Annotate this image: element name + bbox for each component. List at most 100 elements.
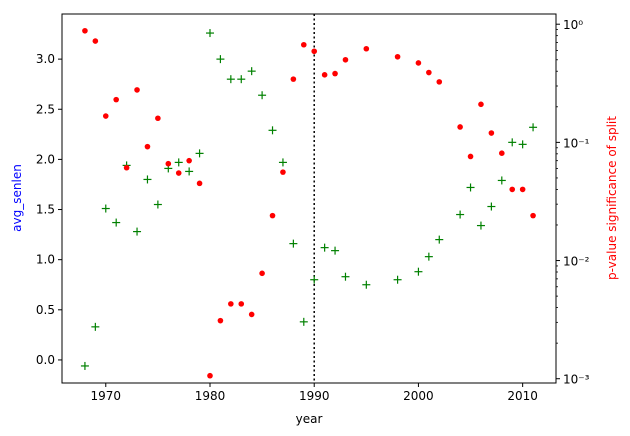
- avg-senlen-point: [310, 275, 319, 284]
- p-value-point: [499, 150, 505, 156]
- avg-senlen-point: [268, 126, 277, 135]
- p-value-point: [478, 101, 484, 108]
- avg-senlen-point: [487, 202, 496, 211]
- avg-senlen-point: [518, 140, 527, 149]
- p-value-point: [280, 169, 286, 175]
- p-value-point: [196, 180, 203, 187]
- p-value-point: [113, 96, 119, 103]
- p-value-point: [92, 38, 99, 44]
- left-y-tick-label: 2.5: [36, 102, 55, 116]
- avg-senlen-point: [289, 239, 298, 248]
- avg-senlen-point: [393, 275, 402, 284]
- avg-senlen-point: [143, 175, 152, 184]
- avg-senlen-point: [185, 167, 194, 176]
- avg-senlen-point: [174, 158, 183, 167]
- p-value-point: [457, 124, 463, 130]
- avg-senlen-point: [91, 322, 100, 331]
- left-y-tick-label: 0.5: [36, 303, 55, 317]
- p-value-point: [467, 153, 474, 160]
- p-value-point: [144, 143, 151, 150]
- avg-senlen-point: [414, 267, 423, 276]
- avg-senlen-point: [247, 67, 256, 76]
- p-value-point: [155, 115, 161, 122]
- x-tick-label: 1970: [90, 389, 121, 403]
- p-value-point: [102, 113, 109, 119]
- avg-senlen-point: [216, 55, 225, 64]
- p-value-point: [123, 164, 130, 171]
- p-value-point: [186, 157, 192, 164]
- plot-frame: [61, 13, 557, 384]
- p-value-point: [82, 27, 88, 34]
- p-value-point: [165, 160, 172, 167]
- x-tick-label: 1980: [195, 389, 226, 403]
- right-y-tick-label: 10⁰: [563, 18, 583, 32]
- p-value-point: [415, 60, 422, 66]
- p-value-point: [426, 69, 432, 76]
- p-value-point: [488, 130, 495, 136]
- x-tick-label: 2010: [507, 389, 538, 403]
- p-value-point: [509, 186, 516, 193]
- p-value-point: [207, 372, 213, 379]
- p-value-point: [175, 170, 182, 176]
- avg-senlen-point: [331, 246, 340, 255]
- left-y-tick-label: 1.0: [36, 253, 55, 267]
- left-y-tick-label: 2.0: [36, 152, 55, 166]
- p-value-point: [394, 53, 401, 60]
- x-tick-label: 2000: [403, 389, 434, 403]
- marks-layer: [80, 27, 538, 379]
- avg-senlen-point: [278, 158, 287, 167]
- avg-senlen-point: [205, 29, 214, 38]
- p-value-point: [228, 301, 234, 307]
- p-value-point: [217, 317, 224, 324]
- left-y-tick-label: 0.0: [36, 353, 55, 367]
- avg-senlen-point: [133, 227, 142, 236]
- p-value-point: [248, 311, 255, 318]
- right-y-tick-label: 10⁻¹: [563, 136, 590, 150]
- avg-senlen-point: [195, 149, 204, 158]
- avg-senlen-point: [258, 91, 267, 100]
- p-value-point: [290, 76, 297, 82]
- avg-senlen-point: [237, 75, 246, 84]
- p-value-point: [300, 41, 307, 48]
- avg-senlen-point: [529, 123, 538, 132]
- avg-senlen-point: [153, 200, 162, 209]
- avg-senlen-point: [456, 210, 465, 219]
- left-axis-title: avg_senlen: [10, 164, 24, 232]
- p-value-point: [259, 270, 265, 277]
- avg-senlen-point: [226, 75, 235, 84]
- avg-senlen-point: [341, 272, 350, 281]
- right-y-tick-label: 10⁻²: [563, 255, 590, 269]
- p-value-point: [269, 212, 276, 219]
- right-axis-title: p-value significance of split: [605, 116, 619, 280]
- p-value-point: [519, 186, 526, 193]
- avg-senlen-point: [299, 317, 308, 326]
- avg-senlen-point: [320, 243, 329, 252]
- p-value-point: [321, 72, 328, 78]
- left-y-tick-label: 1.5: [36, 203, 55, 217]
- p-value-point: [342, 56, 349, 63]
- p-value-point: [311, 48, 318, 55]
- right-y-tick-label: 10⁻³: [563, 373, 590, 387]
- p-value-point: [134, 87, 140, 93]
- x-axis-title: year: [296, 412, 323, 426]
- avg-senlen-point: [497, 176, 506, 185]
- x-tick-label: 1990: [299, 389, 330, 403]
- avg-senlen-point: [424, 252, 433, 261]
- p-value-point: [363, 45, 370, 52]
- avg-senlen-point: [508, 138, 517, 147]
- p-value-point: [530, 212, 536, 219]
- avg-senlen-point: [362, 280, 371, 289]
- avg-senlen-point: [466, 183, 475, 192]
- p-value-point: [436, 79, 443, 85]
- avg-senlen-point: [80, 361, 89, 370]
- left-y-tick-label: 3.0: [36, 52, 55, 66]
- p-value-point: [332, 70, 338, 77]
- avg-senlen-point: [101, 204, 110, 213]
- avg-senlen-point: [435, 235, 444, 244]
- avg-senlen-point: [112, 218, 121, 227]
- avg-senlen-point: [476, 221, 485, 230]
- p-value-point: [238, 301, 245, 307]
- axes-layer: 1970 1980 1990 2000 2010 0.0 0.5 1.0 1.5 2.0 2.5 3.…: [36, 18, 590, 403]
